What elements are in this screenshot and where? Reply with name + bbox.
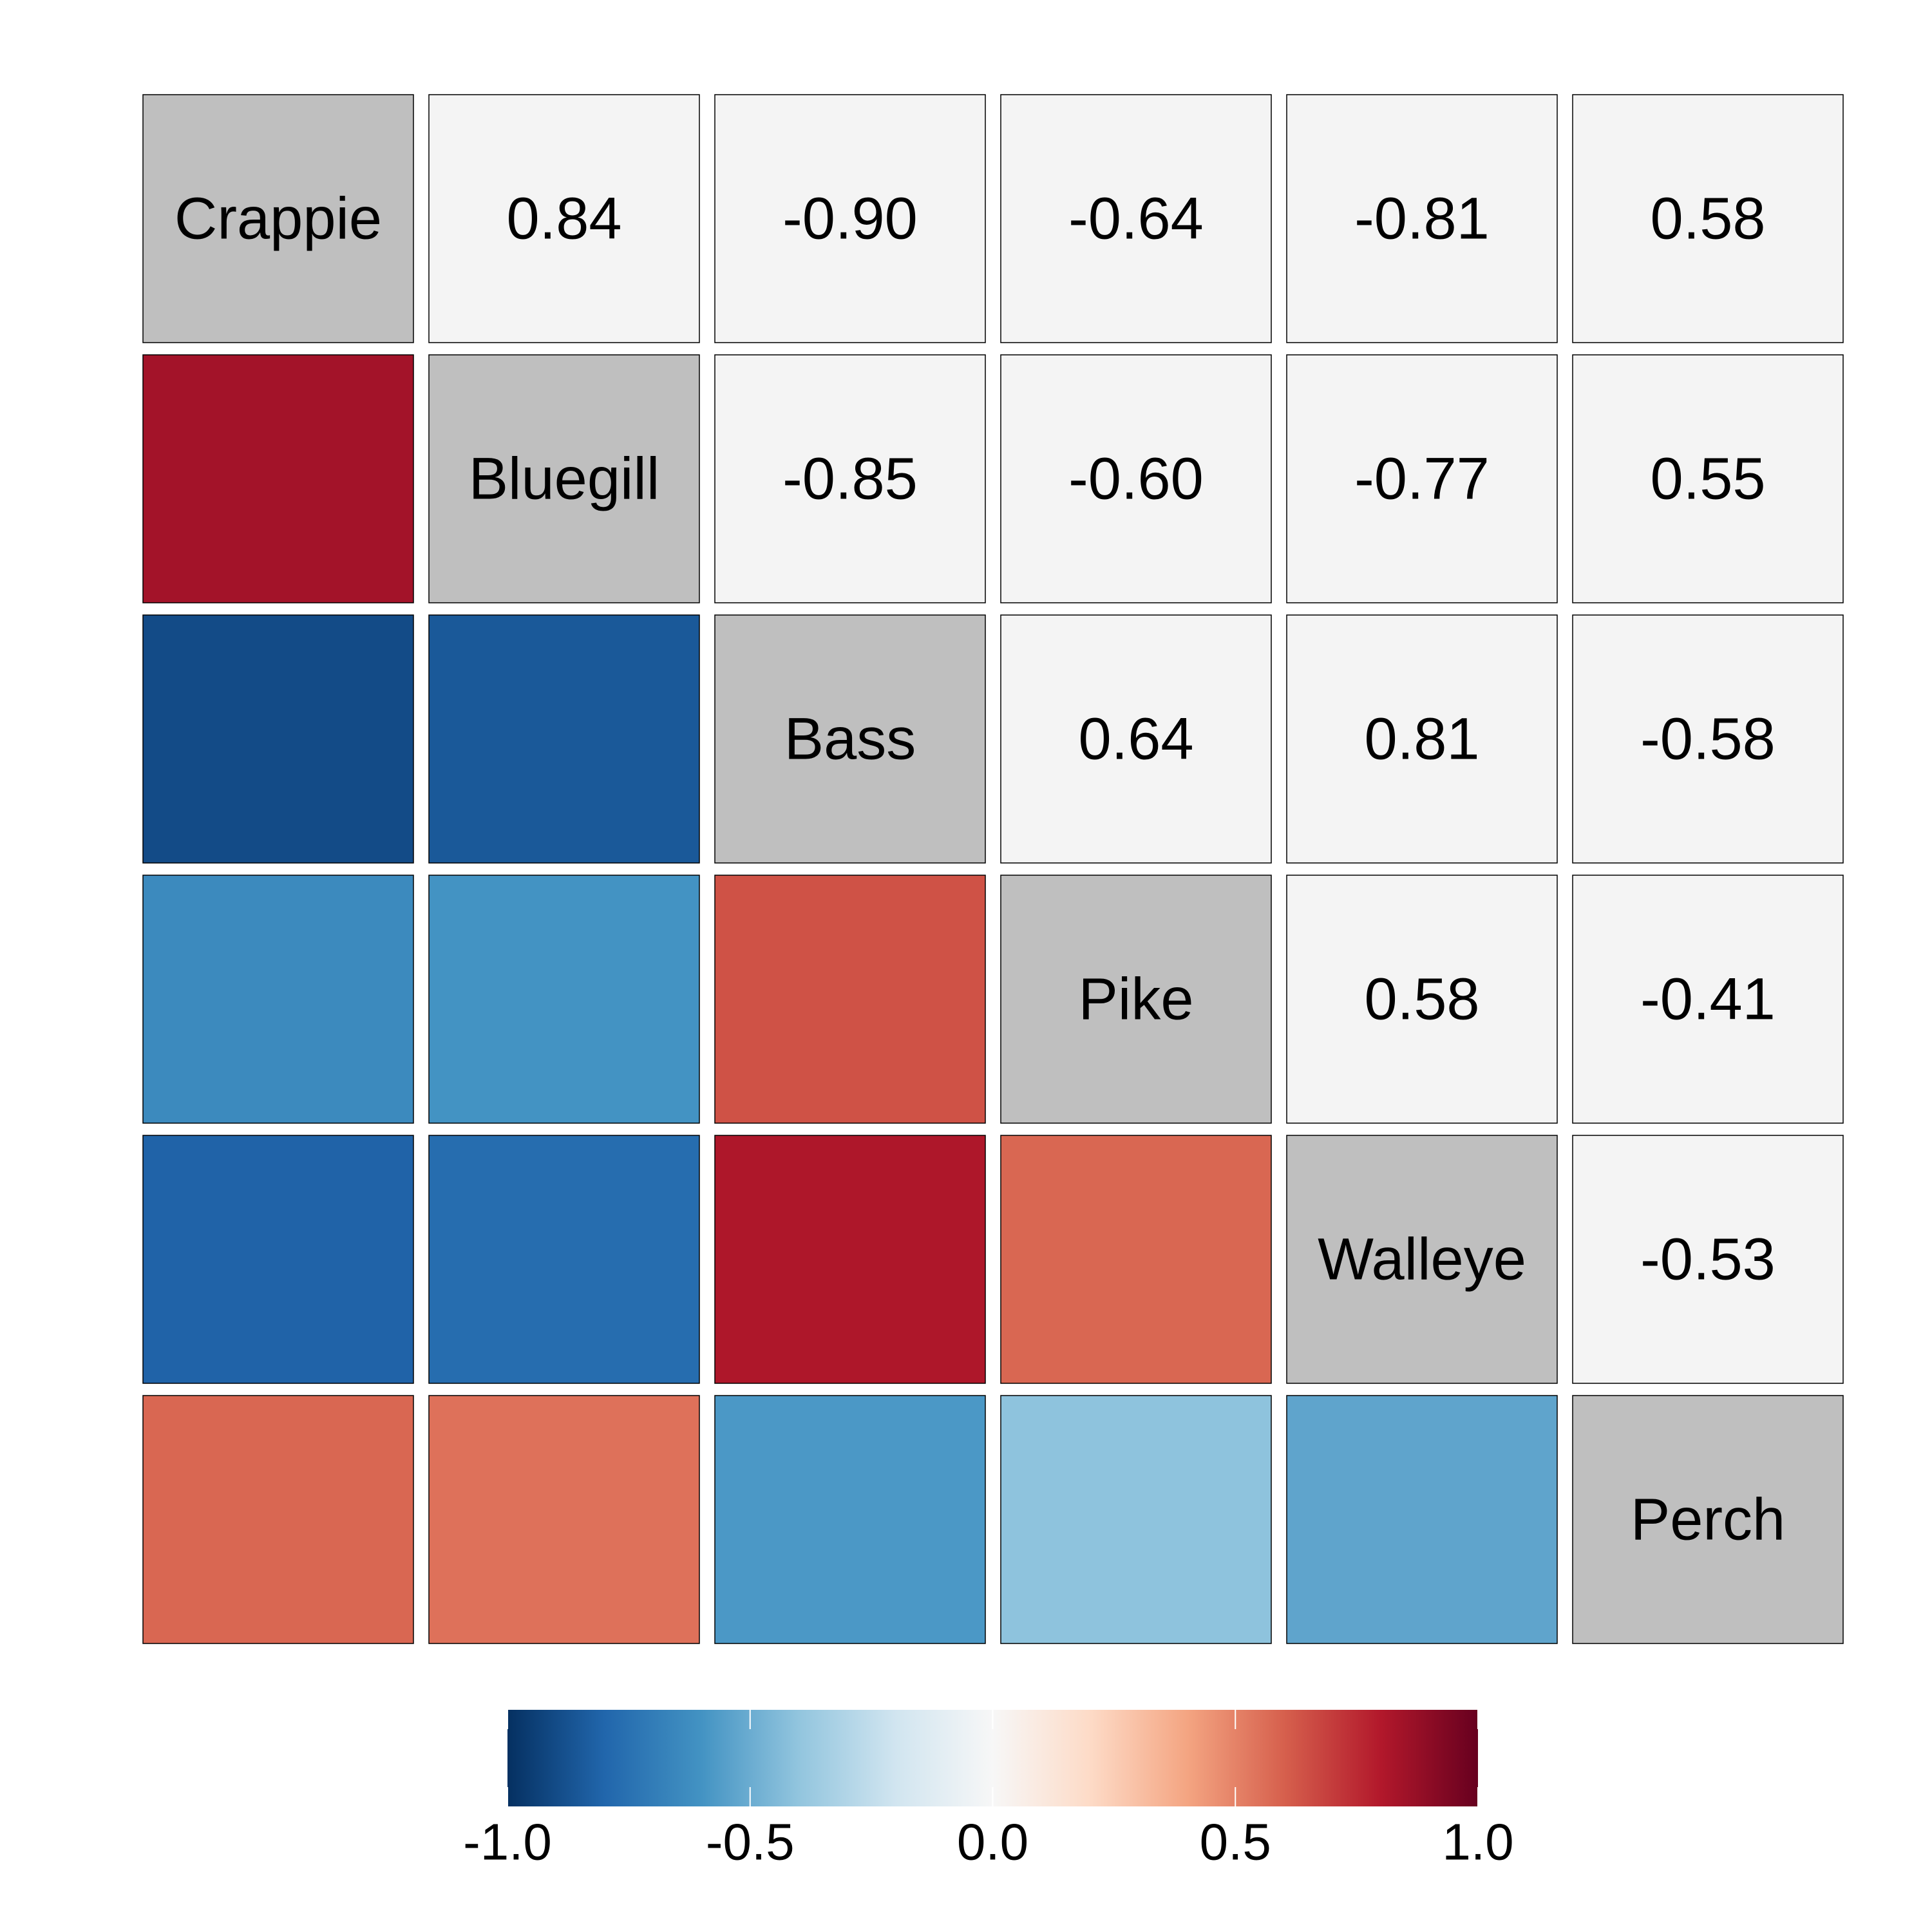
- value-label-r1-c5: 0.55: [1650, 446, 1765, 512]
- value-cell-r2-c3: [1000, 614, 1272, 864]
- value-label-r0-c5: 0.58: [1650, 186, 1765, 252]
- color-cell-r5-c2: [714, 1395, 986, 1644]
- diagonal-cell-pike: [1000, 875, 1272, 1124]
- diagonal-cell-perch: [1572, 1395, 1844, 1644]
- value-cell-r1-c2: [714, 354, 986, 603]
- color-cell-r3-c2: [714, 875, 986, 1124]
- variable-label-crappie: Crappie: [175, 186, 382, 252]
- color-cell-r4-c1: [428, 1135, 700, 1384]
- value-cell-r0-c3: [1000, 94, 1272, 343]
- variable-label-bluegill: Bluegill: [469, 446, 660, 512]
- value-cell-r0-c2: [714, 94, 986, 343]
- color-cell-r5-c4: [1286, 1395, 1558, 1644]
- color-cell-r2-c0: [142, 614, 414, 864]
- variable-label-walleye: Walleye: [1318, 1227, 1526, 1293]
- color-cell-r5-c3: [1000, 1395, 1272, 1644]
- diagonal-cell-bluegill: [428, 354, 700, 603]
- value-cell-r1-c4: [1286, 354, 1558, 603]
- color-cell-r5-c1: [428, 1395, 700, 1644]
- value-cell-r0-c4: [1286, 94, 1558, 343]
- colorbar: -1.0 -0.5 0.0 0.5 1.0: [463, 1710, 1514, 1871]
- value-cell-r2-c5: [1572, 614, 1844, 864]
- value-label-r0-c3: -0.64: [1068, 186, 1204, 252]
- color-cell-r5-c0: [142, 1395, 414, 1644]
- colorbar-tick-label-2: 0.0: [957, 1814, 1028, 1871]
- color-cell-r3-c1: [428, 875, 700, 1124]
- value-cell-r2-c4: [1286, 614, 1558, 864]
- color-cell-r4-c2: [714, 1135, 986, 1384]
- value-cell-r3-c4: [1286, 875, 1558, 1124]
- value-label-r3-c4: 0.58: [1364, 967, 1479, 1032]
- value-cell-r1-c5: [1572, 354, 1844, 603]
- value-cell-r0-c5: [1572, 94, 1844, 343]
- value-label-r2-c5: -0.58: [1640, 706, 1776, 772]
- variable-label-pike: Pike: [1079, 967, 1194, 1032]
- value-label-r4-c5: -0.53: [1640, 1227, 1776, 1293]
- diagonal-cell-crappie: [142, 94, 414, 343]
- color-cell-r2-c1: [428, 614, 700, 864]
- value-label-r0-c1: 0.84: [506, 186, 621, 252]
- value-cell-r0-c1: [428, 94, 700, 343]
- value-label-r0-c2: -0.90: [782, 186, 918, 252]
- value-label-r1-c4: -0.77: [1354, 446, 1490, 512]
- value-label-r2-c3: 0.64: [1078, 706, 1193, 772]
- color-cell-r3-c0: [142, 875, 414, 1124]
- value-label-r1-c3: -0.60: [1068, 446, 1204, 512]
- color-cell-r4-c0: [142, 1135, 414, 1384]
- value-cell-r3-c5: [1572, 875, 1844, 1124]
- colorbar-tick-label-3: 0.5: [1200, 1814, 1271, 1871]
- diagonal-cell-walleye: [1286, 1135, 1558, 1384]
- value-cell-r1-c3: [1000, 354, 1272, 603]
- color-cell-r4-c3: [1000, 1135, 1272, 1384]
- color-cell-r1-c0: [142, 354, 414, 603]
- value-cell-r4-c5: [1572, 1135, 1844, 1384]
- variable-label-bass: Bass: [784, 706, 916, 772]
- variable-label-perch: Perch: [1631, 1487, 1785, 1553]
- colorbar-tick-label-0: -1.0: [463, 1814, 552, 1871]
- colorbar-tick-label-4: 1.0: [1442, 1814, 1513, 1871]
- diagonal-cell-bass: [714, 614, 986, 864]
- value-label-r3-c5: -0.41: [1640, 967, 1776, 1032]
- value-label-r0-c4: -0.81: [1354, 186, 1490, 252]
- colorbar-tick-label-1: -0.5: [706, 1814, 795, 1871]
- value-label-r2-c4: 0.81: [1364, 706, 1479, 772]
- value-label-r1-c2: -0.85: [782, 446, 918, 512]
- heatmap-cells: Crappie 0.84 -0.90 -0.64 -0.81 0.58 Bluegill -0…: [142, 94, 1844, 1644]
